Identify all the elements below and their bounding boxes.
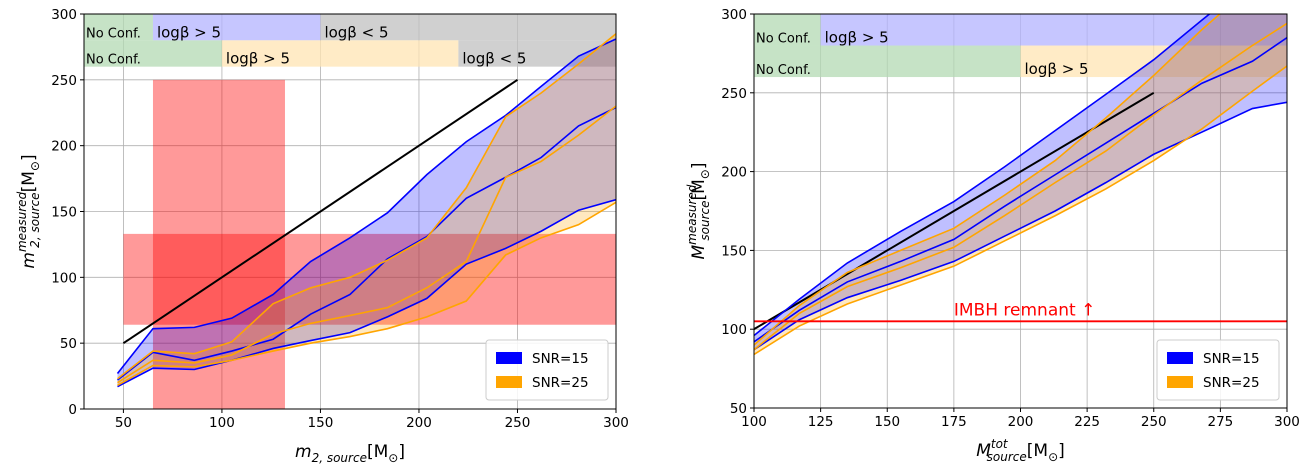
y-tick-label: 100	[721, 322, 747, 338]
x-tick-label: 150	[308, 415, 334, 431]
confidence-band	[458, 40, 616, 67]
series-band-snr15	[117, 39, 616, 387]
series-line-upper	[117, 33, 616, 380]
legend-swatch	[496, 376, 522, 388]
legend-swatch	[496, 352, 522, 364]
series-line-median	[754, 36, 1287, 343]
x-axis-label: Mtot source[M⊙]	[976, 437, 1065, 464]
series-line-median	[117, 106, 616, 381]
series-band-snr25	[754, 14, 1287, 355]
identity-line	[122, 79, 519, 344]
remnant-label: IMBH remnant ↑	[954, 301, 1095, 321]
series-line-lower	[117, 198, 616, 388]
y-axis-label: mmeasured2, source[M⊙]	[15, 154, 42, 268]
legend-label: SNR=25	[532, 375, 589, 391]
confidence-band-label: logβ > 5	[157, 23, 221, 41]
legend-label: SNR=15	[1203, 351, 1260, 367]
y-tick-label: 200	[51, 139, 77, 155]
series-line-median	[754, 22, 1287, 351]
confidence-band	[221, 40, 459, 67]
series-band-snr25	[117, 33, 616, 386]
confidence-band-label: logβ > 5	[1025, 60, 1089, 78]
y-tick-label: 250	[51, 73, 77, 89]
legend-swatch	[1167, 376, 1193, 388]
legend-box	[1156, 339, 1280, 401]
x-tick-label: 250	[505, 415, 531, 431]
confidence-band-label: No Conf.	[756, 63, 811, 78]
confidence-band	[320, 14, 616, 41]
confidence-band	[754, 14, 821, 46]
confidence-band	[754, 45, 1021, 78]
right-chart: IMBH remnant ↑ No Conf. logβ > 5 No Conf. lo…	[685, 7, 1300, 464]
x-axis-label: m2, source[M⊙]	[295, 442, 405, 464]
x-tick-label: 150	[874, 414, 900, 430]
confidence-band-label: logβ > 5	[825, 29, 889, 47]
x-tick-label: 300	[1274, 414, 1300, 430]
x-tick-label: 275	[1207, 414, 1233, 430]
y-tick-label: 300	[721, 7, 747, 23]
confidence-band-label: No Conf.	[86, 26, 141, 41]
legend-box	[485, 339, 609, 401]
series-line-upper	[754, 14, 1211, 337]
y-tick-label: 50	[60, 336, 77, 352]
y-tick-label: 150	[51, 205, 77, 221]
confidence-band	[820, 14, 1287, 46]
legend-label: SNR=15	[532, 351, 589, 367]
x-tick-label: 125	[808, 414, 834, 430]
y-tick-label: 50	[730, 401, 747, 417]
confidence-band-label: logβ < 5	[462, 50, 526, 68]
legend-label: SNR=25	[1203, 375, 1260, 391]
confidence-band	[84, 40, 222, 67]
y-tick-label: 150	[721, 243, 747, 259]
y-tick-label: 200	[721, 165, 747, 181]
identity-line	[754, 91, 1155, 331]
confidence-band-label: logβ > 5	[226, 50, 290, 68]
confidence-band-label: logβ < 5	[324, 23, 388, 41]
x-tick-label: 300	[603, 415, 629, 431]
series-line-upper	[116, 38, 616, 374]
x-tick-label: 250	[1141, 414, 1167, 430]
y-tick-label: 250	[721, 86, 747, 102]
x-tick-label: 200	[406, 415, 432, 431]
series-line-lower	[754, 65, 1287, 356]
x-tick-label: 175	[941, 414, 967, 430]
confidence-band	[84, 14, 153, 41]
x-tick-label: 50	[115, 415, 132, 431]
confidence-band	[1020, 45, 1287, 78]
x-tick-label: 225	[1074, 414, 1100, 430]
series-line-upper	[754, 14, 1222, 346]
x-tick-label: 100	[741, 414, 767, 430]
y-axis-label: Mmeasuredsource[M⊙]	[685, 162, 712, 259]
confidence-band	[152, 14, 321, 41]
red-region	[123, 233, 616, 325]
confidence-band-label: No Conf.	[86, 53, 141, 68]
series-line-lower	[754, 101, 1287, 351]
plot-area	[84, 14, 616, 409]
series-line-lower	[117, 201, 616, 386]
y-tick-label: 100	[51, 270, 77, 286]
left-chart: No Conf. logβ > 5 logβ < 5 No Conf. logβ > 5…	[15, 7, 629, 464]
x-tick-label: 200	[1008, 414, 1034, 430]
series-line-median	[117, 105, 616, 384]
legend-swatch	[1167, 352, 1193, 364]
x-tick-label: 100	[209, 415, 235, 431]
y-tick-label: 0	[68, 402, 77, 418]
confidence-band-label: No Conf.	[756, 32, 811, 47]
y-tick-label: 300	[51, 7, 77, 23]
plot-area	[754, 14, 1287, 408]
